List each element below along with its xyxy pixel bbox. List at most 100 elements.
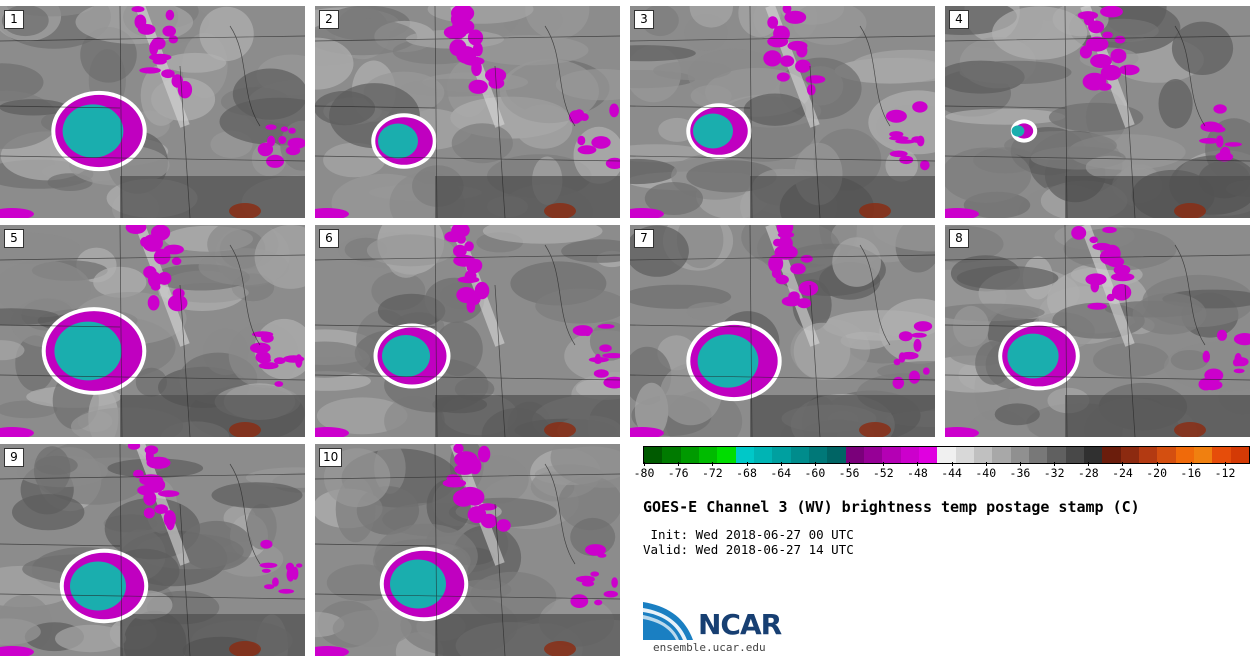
colorbar-segment — [717, 447, 736, 463]
colorbar-segment — [790, 447, 809, 463]
colorbar-segment — [772, 447, 791, 463]
colorbar-tick-mark — [780, 462, 782, 466]
colorbar-tick-mark — [1190, 462, 1192, 466]
colorbar-segment — [662, 447, 681, 463]
water-vapor-map — [630, 6, 935, 218]
stamp-number: 1 — [4, 10, 24, 29]
colorbar — [643, 446, 1250, 464]
colorbar-tick-mark — [1225, 462, 1226, 466]
water-vapor-map — [0, 444, 305, 656]
stamp-1: 1 — [0, 6, 305, 218]
stamp-4: 4 — [945, 6, 1250, 218]
water-vapor-map — [315, 6, 620, 218]
colorbar-tick-label: -64 — [770, 466, 792, 480]
stamp-9: 9 — [0, 444, 305, 656]
valid-time: Valid: Wed 2018-06-27 14 UTC — [643, 542, 854, 557]
water-vapor-map — [0, 225, 305, 437]
colorbar-tick-label: -40 — [975, 466, 997, 480]
colorbar-segment — [918, 447, 938, 463]
colorbar-tick-mark — [1054, 462, 1056, 466]
colorbar-tick-label: -24 — [1112, 466, 1133, 480]
colorbar-segment — [1083, 447, 1103, 463]
stamp-number: 8 — [949, 229, 969, 248]
logo-wordmark: NCAR — [698, 608, 782, 641]
logo-url: ensemble.ucar.edu — [653, 641, 766, 654]
colorbar-segment — [882, 447, 901, 463]
colorbar-tick-mark — [814, 462, 816, 466]
colorbar-segment — [1175, 447, 1194, 463]
colorbar-segment — [1193, 447, 1213, 463]
colorbar-segment — [1028, 447, 1048, 463]
colorbar-tick-mark — [644, 462, 645, 466]
stamp-7: 7 — [630, 225, 935, 437]
ncar-logo-icon — [643, 602, 693, 640]
colorbar-tick-label: -80 — [633, 466, 655, 480]
colorbar-segment — [1010, 447, 1029, 463]
colorbar-segment — [808, 447, 828, 463]
init-time: Init: Wed 2018-06-27 00 UTC — [643, 527, 854, 542]
colorbar-tick-mark — [883, 462, 885, 466]
stamp-5: 5 — [0, 225, 305, 437]
water-vapor-map — [945, 6, 1250, 218]
colorbar-segment — [680, 447, 699, 463]
colorbar-segment — [1120, 447, 1139, 463]
colorbar-tick-label: -48 — [907, 466, 928, 480]
colorbar-tick-label: -44 — [941, 466, 962, 480]
colorbar-segment — [1138, 447, 1158, 463]
colorbar-segment — [900, 447, 919, 463]
water-vapor-map — [945, 225, 1250, 437]
colorbar-tick-mark — [985, 462, 987, 466]
colorbar-tick-label: -52 — [872, 466, 894, 480]
colorbar-segment — [845, 447, 864, 463]
colorbar-tick-mark — [1156, 462, 1158, 466]
colorbar-tick-label: -68 — [736, 466, 757, 480]
stamp-number: 4 — [949, 10, 969, 29]
colorbar-segment — [1230, 447, 1249, 463]
water-vapor-map — [315, 444, 620, 656]
water-vapor-map — [315, 225, 620, 437]
colorbar-tick-mark — [917, 462, 919, 466]
colorbar-segment — [735, 447, 754, 463]
colorbar-tick-mark — [712, 462, 714, 466]
colorbar-tick-label: -32 — [1043, 466, 1065, 480]
stamp-number: 5 — [4, 229, 24, 248]
colorbar-segment — [1212, 447, 1231, 463]
colorbar-tick-mark — [849, 462, 851, 466]
stamp-8: 8 — [945, 225, 1250, 437]
colorbar-tick-label: -36 — [1009, 466, 1031, 480]
stamp-6: 6 — [315, 225, 620, 437]
colorbar-segment — [955, 447, 974, 463]
colorbar-segment — [1065, 447, 1084, 463]
stamp-3: 3 — [630, 6, 935, 218]
colorbar-tick-mark — [1088, 462, 1090, 466]
figure-title: GOES-E Channel 3 (WV) brightness temp po… — [643, 498, 1140, 516]
colorbar-tick-mark — [1019, 462, 1021, 466]
colorbar-segment — [1047, 447, 1066, 463]
colorbar-tick-label: -56 — [838, 466, 860, 480]
colorbar-tick-mark — [746, 462, 748, 466]
colorbar-tick-label: -28 — [1077, 466, 1099, 480]
water-vapor-map — [630, 225, 935, 437]
colorbar-segment — [1102, 447, 1121, 463]
stamp-number: 6 — [319, 229, 339, 248]
stamp-number: 10 — [319, 448, 343, 467]
stamp-2: 2 — [315, 6, 620, 218]
colorbar-tick-label: -12 — [1214, 466, 1236, 480]
colorbar-tick-label: -76 — [667, 466, 689, 480]
colorbar-segment — [698, 447, 718, 463]
colorbar-segment — [1157, 447, 1176, 463]
colorbar-segment — [644, 447, 663, 463]
colorbar-tick-mark — [1122, 462, 1124, 466]
colorbar-tick-label: -72 — [701, 466, 723, 480]
colorbar-segment — [992, 447, 1011, 463]
stamp-number: 3 — [634, 10, 654, 29]
colorbar-tick-label: -60 — [804, 466, 826, 480]
colorbar-segment — [973, 447, 993, 463]
colorbar-tick-mark — [678, 462, 680, 466]
colorbar-segment — [827, 447, 846, 463]
water-vapor-map — [0, 6, 305, 218]
stamp-number: 2 — [319, 10, 339, 29]
stamp-number: 7 — [634, 229, 654, 248]
colorbar-tick-mark — [951, 462, 953, 466]
colorbar-tick-label: -16 — [1180, 466, 1202, 480]
